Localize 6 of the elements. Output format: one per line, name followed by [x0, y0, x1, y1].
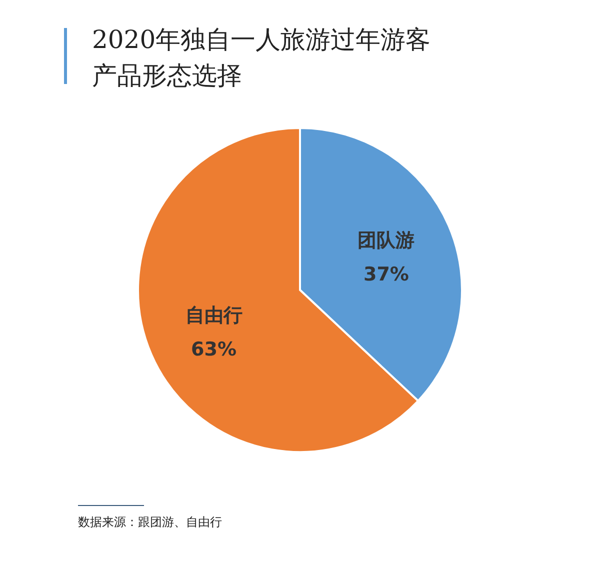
data-label: 63%	[191, 338, 237, 360]
data-label: 37%	[363, 264, 409, 286]
source-note: 数据来源：跟团游、自由行	[78, 514, 222, 531]
slice-label: 团队游	[358, 230, 415, 252]
chart-title: 2020年独自一人旅游过年游客产品形态选择	[92, 24, 432, 92]
slice-label: 自由行	[185, 304, 242, 326]
